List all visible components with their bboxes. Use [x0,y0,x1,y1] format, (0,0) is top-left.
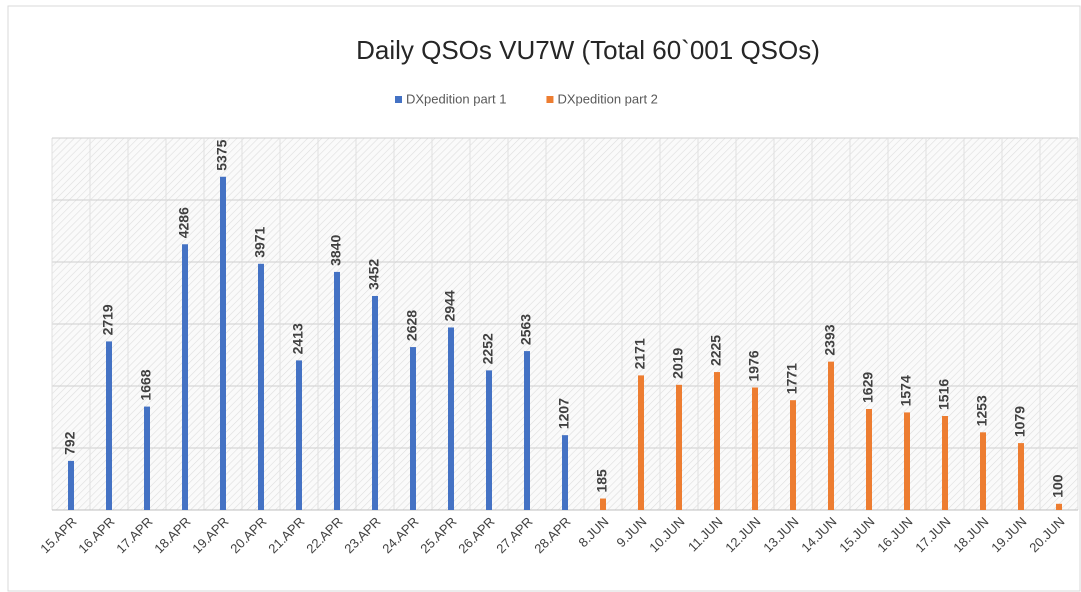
bar [1056,503,1062,510]
bar [714,372,720,510]
bar [106,341,112,510]
value-label: 2413 [290,323,306,354]
bar [448,327,454,510]
value-label: 2252 [480,333,496,364]
bar [486,370,492,510]
value-label: 1253 [974,395,990,426]
value-label: 1668 [138,369,154,400]
value-label: 2563 [518,314,534,345]
value-label: 2944 [442,290,458,321]
value-label: 2393 [822,324,838,355]
bar [144,406,150,510]
bar [220,176,226,510]
value-label: 2719 [100,304,116,335]
value-label: 3452 [366,259,382,290]
value-label: 2225 [708,335,724,366]
legend-swatch [395,96,402,103]
bar [182,244,188,510]
bar [372,295,378,510]
legend-label: DXpedition part 1 [406,91,506,106]
bar [68,460,74,510]
value-label: 100 [1050,474,1066,498]
value-label: 5375 [214,139,230,170]
legend-swatch [546,96,554,103]
value-label: 1771 [784,363,800,394]
chart-title: Daily QSOs VU7W (Total 60`001 QSOs) [356,35,820,65]
value-label: 185 [594,469,610,493]
value-label: 1976 [746,350,762,381]
value-label: 792 [62,431,78,455]
value-label: 1574 [898,375,914,406]
bar [334,271,340,510]
bar [296,360,302,510]
bar [258,263,264,510]
value-label: 2019 [670,347,686,378]
legend-label: DXpedition part 2 [557,91,657,106]
value-label: 1516 [936,379,952,410]
bar [638,375,644,510]
value-label: 1629 [860,372,876,403]
bar [600,498,606,510]
bar [410,347,416,510]
bar [1018,443,1024,510]
bar [942,416,948,510]
bar [790,400,796,510]
value-label: 3971 [252,226,268,257]
bar [562,435,568,510]
value-label: 2628 [404,310,420,341]
bar [866,409,872,510]
value-label: 1207 [556,398,572,429]
bar [752,387,758,510]
value-label: 3840 [328,235,344,266]
bar [676,384,682,510]
bar [904,412,910,510]
value-label: 1079 [1012,406,1028,437]
bar [524,351,530,510]
bar [980,432,986,510]
bar [828,361,834,510]
value-label: 4286 [176,207,192,238]
value-label: 2171 [632,338,648,369]
